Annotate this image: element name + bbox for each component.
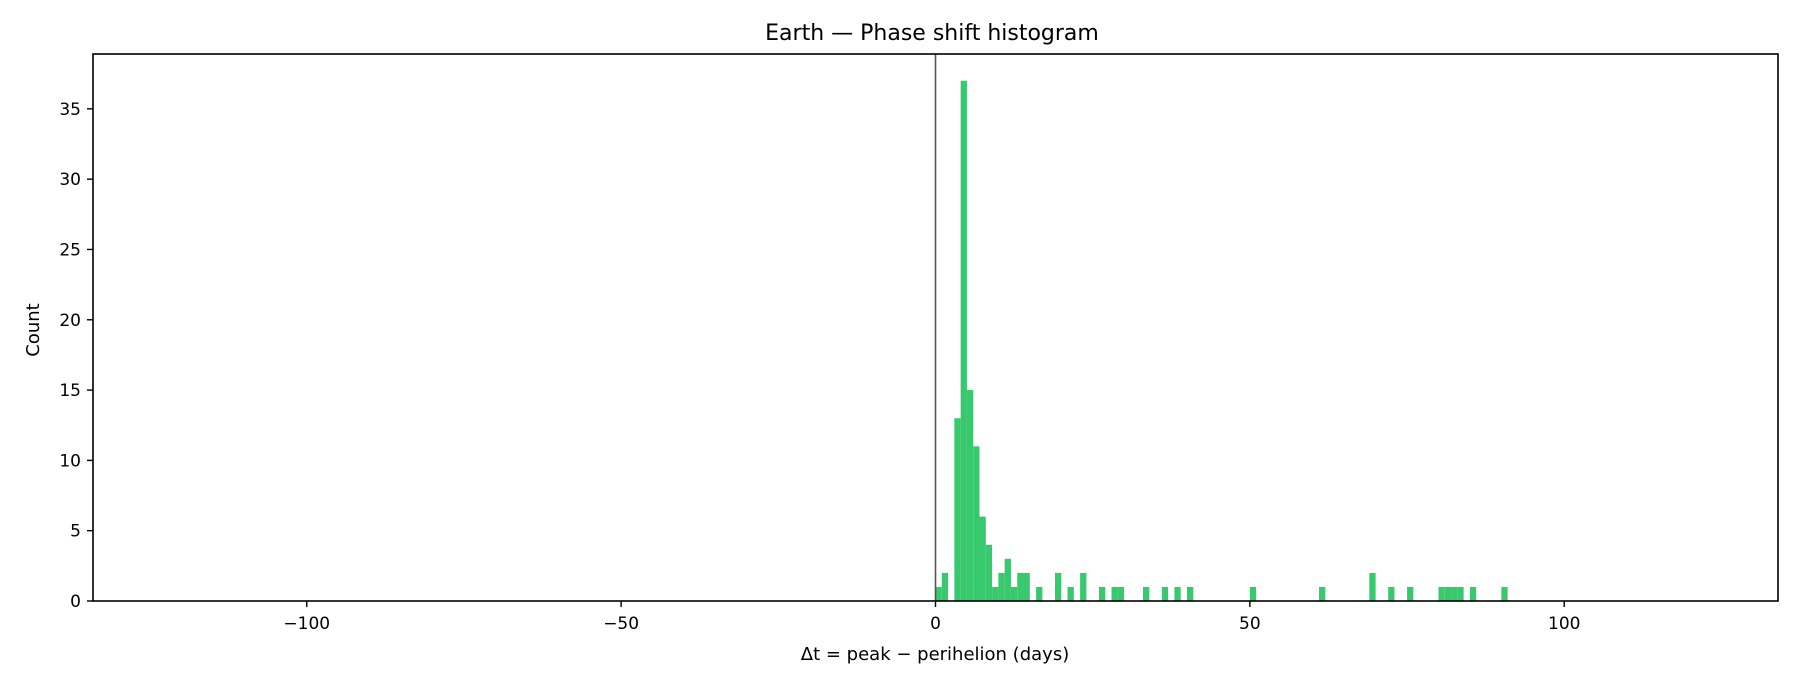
histogram-bar	[1369, 572, 1376, 601]
x-tick-label: −100	[283, 614, 330, 634]
histogram-bar	[1161, 586, 1169, 601]
y-tick-label: 25	[59, 240, 81, 260]
y-tick-label: 30	[59, 170, 81, 190]
x-tick-label: 0	[930, 614, 941, 634]
histogram-bar	[1036, 586, 1043, 601]
histogram-bar	[1186, 586, 1194, 601]
chart-title: Earth — Phase shift histogram	[765, 21, 1099, 46]
y-tick-label: 15	[59, 381, 81, 401]
histogram-bar	[1319, 586, 1326, 601]
histogram-bar	[998, 572, 1005, 601]
histogram-bar	[1438, 586, 1445, 601]
histogram-bar	[1004, 558, 1011, 601]
histogram-bar	[941, 572, 949, 601]
y-tick-label: 5	[70, 522, 81, 542]
histogram-bar	[1142, 586, 1150, 601]
histogram-bar	[1388, 586, 1395, 601]
histogram-bar	[985, 544, 993, 601]
histogram-bar	[1023, 572, 1030, 601]
histogram-bar	[979, 516, 986, 601]
histogram-bar	[992, 586, 999, 601]
y-axis-label: Count	[23, 303, 44, 356]
y-tick-label: 0	[70, 592, 81, 612]
histogram-bar	[1054, 572, 1062, 601]
histogram-bar	[960, 80, 967, 602]
histogram-bar	[1457, 586, 1464, 601]
histogram-bar	[954, 418, 961, 601]
histogram-bar	[1407, 586, 1414, 601]
histogram-bar	[973, 446, 980, 601]
y-tick-label: 35	[59, 100, 81, 120]
histogram-bar	[1117, 586, 1125, 601]
histogram-bar	[1111, 586, 1118, 601]
plot-frame	[92, 53, 1779, 602]
x-tick-label: 100	[1548, 614, 1580, 634]
x-tick-label: −50	[603, 614, 639, 634]
y-tick-label: 20	[59, 311, 81, 331]
y-tick-label: 10	[59, 451, 81, 471]
histogram-bar	[1017, 572, 1024, 601]
histogram-bar	[1174, 586, 1181, 601]
histogram-bar	[1067, 586, 1074, 601]
histogram-bar	[1249, 586, 1257, 601]
x-axis-ticks: −100 −50 0 50 100	[283, 601, 1580, 634]
x-tick-label: 50	[1239, 614, 1261, 634]
histogram-bar	[935, 586, 942, 601]
histogram-bar	[1080, 572, 1087, 601]
y-axis-ticks: 0 5 10 15 20 25 30 35	[59, 100, 93, 612]
histogram-bar	[1010, 586, 1018, 601]
histogram-bar	[1444, 586, 1452, 601]
x-axis-label: Δt = peak − perihelion (days)	[801, 644, 1069, 665]
histogram-bar	[1098, 586, 1106, 601]
histogram-bars	[935, 80, 1508, 602]
histogram-bar	[1451, 586, 1458, 601]
histogram-bar	[1501, 586, 1508, 601]
histogram-bar	[1469, 586, 1477, 601]
histogram-bar	[966, 390, 974, 601]
